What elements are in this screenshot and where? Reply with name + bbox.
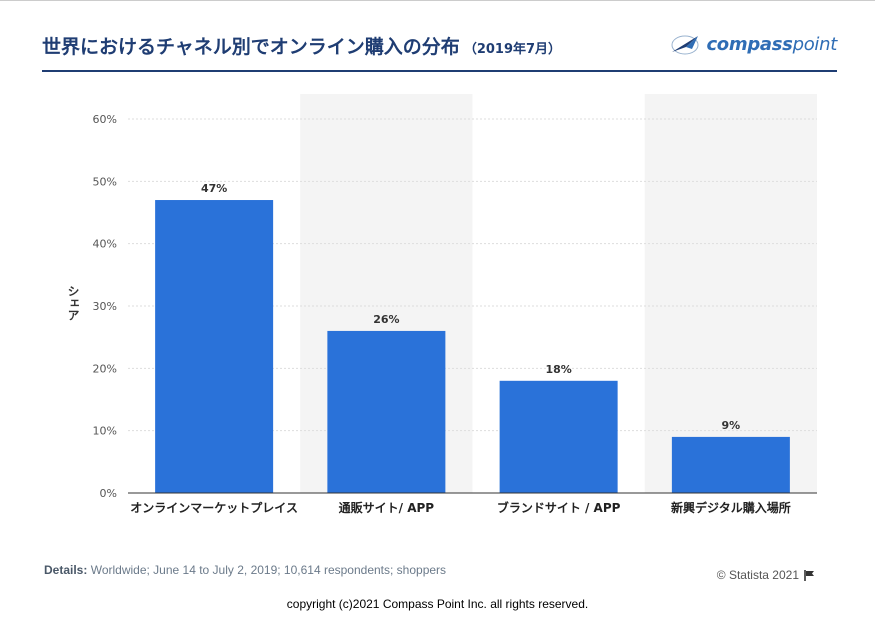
data-label: 47% xyxy=(201,182,227,195)
header-rule xyxy=(42,70,837,72)
y-tick-label: 30% xyxy=(93,300,117,313)
chart-subtitle: （2019年7月） xyxy=(463,42,562,57)
details-text: Worldwide; June 14 to July 2, 2019; 10,6… xyxy=(90,563,447,577)
bar xyxy=(671,436,790,493)
flag-icon[interactable] xyxy=(804,569,815,581)
y-tick-label: 10% xyxy=(93,425,117,438)
logo-text-bold: compass xyxy=(706,33,793,55)
source-text: © Statista 2021 xyxy=(716,568,799,582)
top-border xyxy=(0,0,875,1)
details-note: Details: Worldwide; June 14 to July 2, 2… xyxy=(44,563,446,577)
copyright-text: copyright (c)2021 Compass Point Inc. all… xyxy=(286,597,589,611)
y-axis-label: シェア xyxy=(66,285,80,321)
source-credit[interactable]: © Statista 2021 xyxy=(717,568,815,582)
x-tick-label: ブランドサイト / APP xyxy=(497,500,621,515)
chart-header: 世界におけるチャネル別でオンライン購入の分布 （2019年7月） compassp… xyxy=(42,22,837,70)
compasspoint-logo: compasspoint xyxy=(668,30,837,58)
bar xyxy=(499,380,618,493)
data-label: 18% xyxy=(545,363,571,376)
logo-text-light: point xyxy=(792,33,838,55)
data-label: 9% xyxy=(722,419,741,432)
y-tick-label: 60% xyxy=(93,113,117,126)
y-tick-label: 0% xyxy=(100,487,117,500)
data-label: 26% xyxy=(373,313,399,326)
background-band xyxy=(644,94,817,493)
y-tick-label: 20% xyxy=(93,362,117,375)
details-label: Details: xyxy=(44,563,88,577)
compass-icon xyxy=(671,35,699,55)
chart-title: 世界におけるチャネル別でオンライン購入の分布 （2019年7月） xyxy=(42,32,561,59)
logo-text: compasspoint xyxy=(706,34,837,55)
x-tick-label: 通販サイト/ APP xyxy=(339,500,435,515)
x-tick-label: 新興デジタル購入場所 xyxy=(671,500,791,515)
bar xyxy=(155,200,274,494)
y-tick-label: 40% xyxy=(93,238,117,251)
title-text: 世界におけるチャネル別でオンライン購入の分布 xyxy=(42,36,460,58)
bar xyxy=(327,330,446,493)
x-tick-label: オンラインマーケットプレイス xyxy=(130,500,298,515)
y-tick-label: 50% xyxy=(93,175,117,188)
